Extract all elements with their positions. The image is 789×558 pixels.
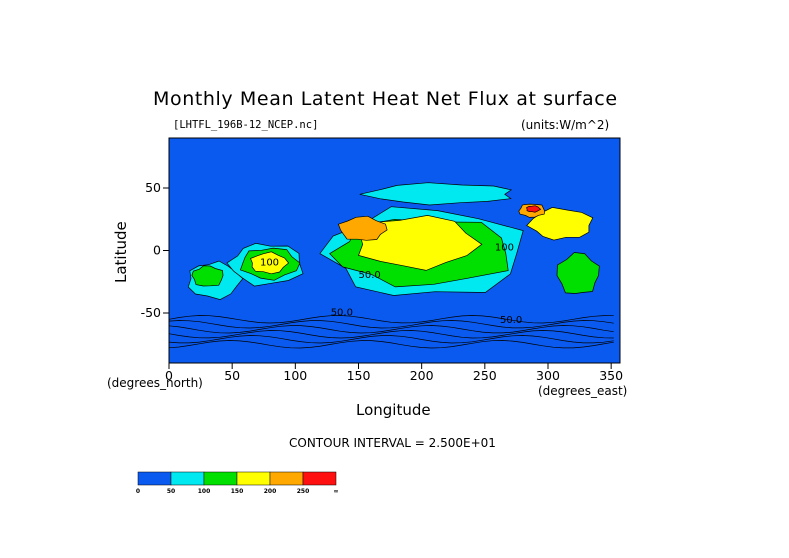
contour-line — [168, 325, 614, 334]
colorbar-swatch — [137, 471, 172, 486]
colorbar-tick-label: 150 — [231, 488, 244, 495]
colorbar-tick-label: 250 — [297, 488, 310, 495]
x-tick-label: 350 — [599, 368, 623, 383]
flux-region — [337, 215, 388, 241]
colorbar-swatch — [302, 471, 337, 486]
y-axis-label: Latitude — [112, 221, 130, 283]
x-tick-label: 200 — [410, 368, 434, 383]
contour-line — [168, 315, 614, 324]
x-tick-label: 300 — [536, 368, 560, 383]
x-tick-label: 250 — [473, 368, 497, 383]
y-tick-label: -50 — [141, 305, 161, 320]
flux-region — [359, 182, 513, 206]
colorbar-tick-label: 50 — [167, 488, 175, 495]
y-axis-units-label: (degrees_north) — [107, 376, 203, 390]
x-tick-label: 100 — [283, 368, 307, 383]
contour-line — [168, 335, 614, 344]
x-axis-label: Longitude — [356, 401, 431, 419]
flux-region — [556, 252, 600, 294]
y-tick-label: 0 — [153, 243, 161, 258]
contour-interval-text: CONTOUR INTERVAL = 2.500E+01 — [289, 436, 496, 450]
colorbar-tick-label: 200 — [264, 488, 277, 495]
colorbar-swatch — [269, 471, 304, 486]
contour-line — [168, 340, 614, 349]
contour-value-label: 100 — [260, 258, 279, 269]
colorbar-tick-label: 100 — [198, 488, 211, 495]
contour-value-label: 100 — [495, 243, 514, 254]
flux-region — [526, 207, 594, 241]
contour-line — [168, 320, 614, 329]
flux-region — [250, 251, 290, 275]
contour-line — [168, 330, 614, 339]
chart-title: Monthly Mean Latent Heat Net Flux at sur… — [153, 88, 618, 110]
colorbar-swatch — [170, 471, 205, 486]
colorbar-tick-label: 0 — [136, 488, 140, 495]
contour-value-label: 50.0 — [331, 308, 353, 319]
flux-region — [358, 215, 483, 271]
x-axis-units-label: (degrees_east) — [538, 384, 628, 398]
colorbar-swatch — [236, 471, 271, 486]
x-tick-label: 0 — [165, 368, 173, 383]
colorbar-tick-label: ∞ — [334, 488, 339, 495]
y-tick-label: 50 — [145, 180, 161, 195]
contour-value-label: 50.0 — [500, 315, 522, 326]
flux-region — [526, 205, 542, 213]
units-label: (units:W/m^2) — [521, 118, 610, 132]
x-tick-label: 50 — [224, 368, 240, 383]
x-tick-label: 150 — [347, 368, 371, 383]
contour-value-label: 50.0 — [358, 270, 380, 281]
colorbar-swatch — [203, 471, 238, 486]
flux-region — [191, 265, 224, 287]
dataset-file-label: [LHTFL_196B-12_NCEP.nc] — [173, 119, 319, 131]
